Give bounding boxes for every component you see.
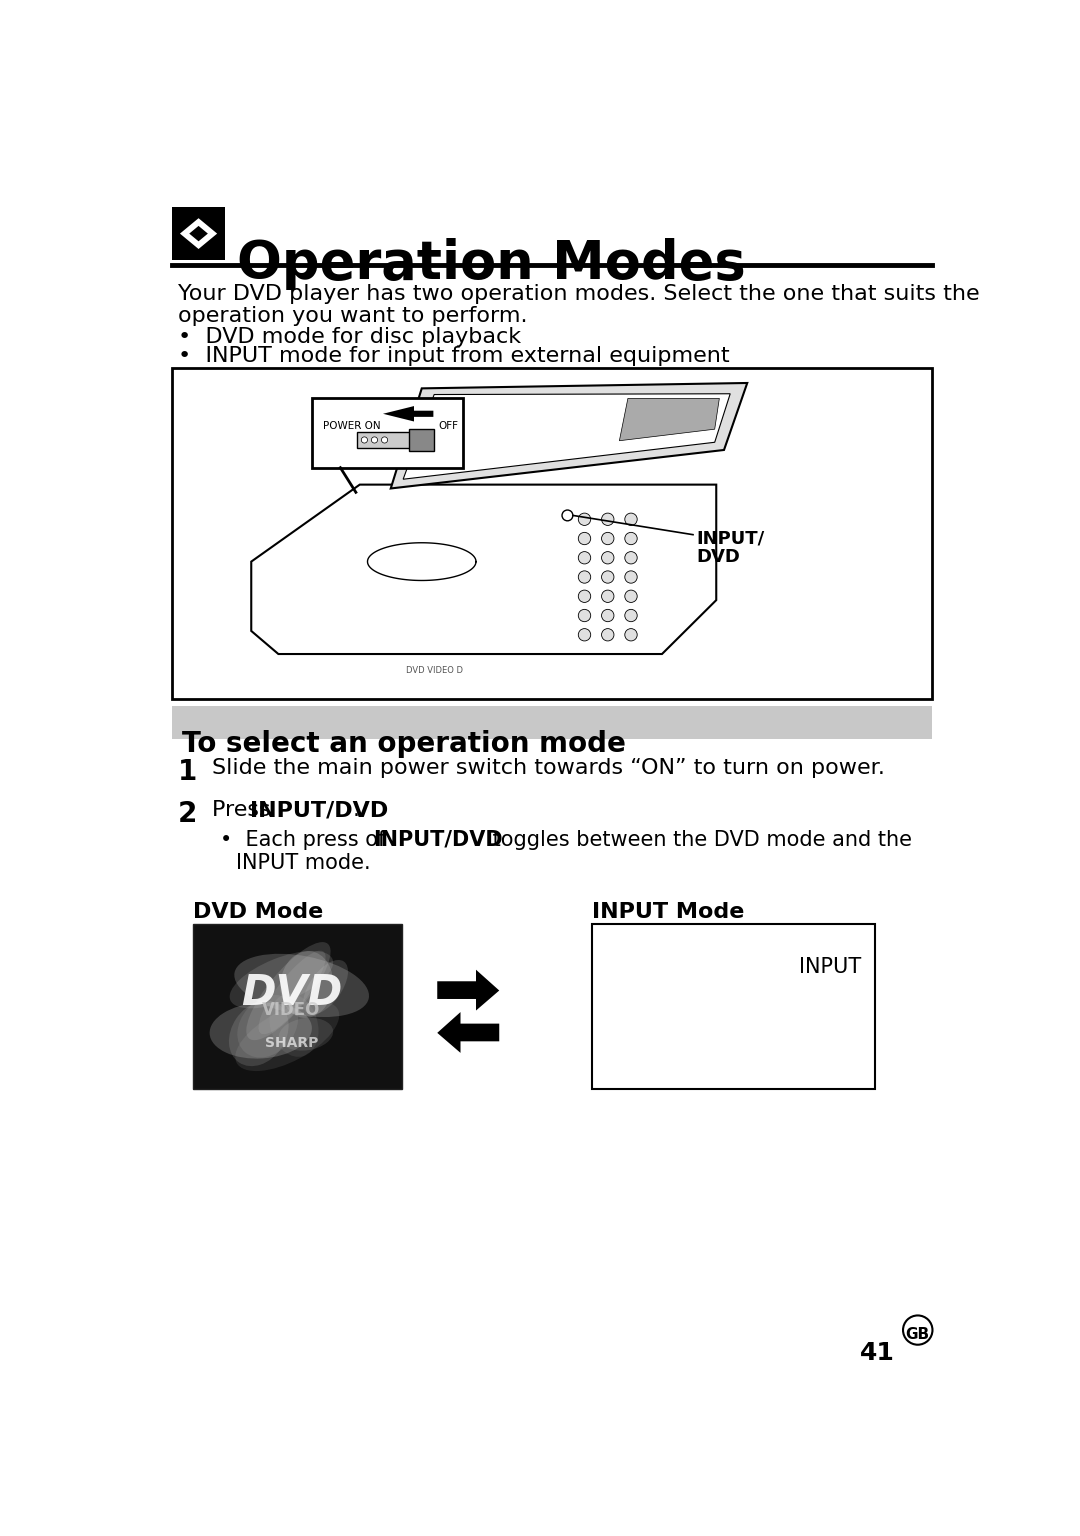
Circle shape: [625, 513, 637, 525]
Text: Operation Modes: Operation Modes: [238, 238, 746, 290]
Bar: [193, 923, 403, 1089]
Bar: [408, 429, 434, 450]
Circle shape: [625, 533, 637, 545]
Polygon shape: [383, 406, 433, 421]
Circle shape: [578, 551, 591, 564]
Ellipse shape: [246, 942, 330, 1040]
Ellipse shape: [270, 994, 319, 1057]
Text: toggles between the DVD mode and the: toggles between the DVD mode and the: [486, 829, 913, 849]
Text: INPUT mode.: INPUT mode.: [235, 852, 370, 872]
Text: 2: 2: [177, 800, 197, 828]
Text: INPUT/DVD: INPUT/DVD: [251, 800, 389, 820]
Circle shape: [602, 551, 613, 564]
Circle shape: [625, 571, 637, 584]
Bar: [172, 367, 932, 699]
Bar: [312, 398, 463, 467]
Polygon shape: [403, 393, 730, 479]
Text: INPUT/: INPUT/: [697, 530, 765, 547]
Text: VIDEO: VIDEO: [262, 1000, 321, 1018]
Circle shape: [903, 1315, 932, 1344]
Circle shape: [625, 610, 637, 622]
Ellipse shape: [279, 1018, 333, 1051]
Circle shape: [602, 533, 613, 545]
Text: INPUT: INPUT: [799, 957, 861, 977]
Circle shape: [362, 436, 367, 442]
Text: Your DVD player has two operation modes. Select the one that suits the: Your DVD player has two operation modes.…: [177, 284, 980, 304]
Ellipse shape: [281, 951, 333, 1018]
Circle shape: [602, 610, 613, 622]
Circle shape: [625, 551, 637, 564]
Bar: [356, 432, 433, 447]
Polygon shape: [437, 969, 499, 1011]
Text: INPUT/DVD: INPUT/DVD: [373, 829, 502, 849]
Text: DVD: DVD: [241, 972, 342, 1014]
Circle shape: [562, 510, 572, 521]
Ellipse shape: [230, 951, 333, 1008]
Text: DVD VIDEO D: DVD VIDEO D: [406, 665, 463, 674]
Polygon shape: [189, 226, 207, 241]
Bar: [592, 923, 875, 1089]
Text: •  DVD mode for disc playback: • DVD mode for disc playback: [177, 327, 521, 347]
Circle shape: [578, 610, 591, 622]
Text: SHARP: SHARP: [265, 1035, 319, 1049]
Circle shape: [625, 590, 637, 602]
Circle shape: [578, 513, 591, 525]
Text: OFF: OFF: [438, 421, 459, 430]
Text: operation you want to perform.: operation you want to perform.: [177, 306, 527, 326]
Circle shape: [602, 590, 613, 602]
Circle shape: [625, 628, 637, 641]
Text: INPUT Mode: INPUT Mode: [592, 902, 744, 922]
Polygon shape: [619, 398, 719, 441]
Ellipse shape: [258, 951, 325, 1034]
Circle shape: [602, 513, 613, 525]
Circle shape: [602, 628, 613, 641]
Bar: [172, 707, 932, 739]
Circle shape: [578, 590, 591, 602]
Polygon shape: [391, 382, 747, 488]
Text: •  INPUT mode for input from external equipment: • INPUT mode for input from external equ…: [177, 346, 729, 366]
Text: POWER ON: POWER ON: [323, 421, 381, 430]
Ellipse shape: [303, 960, 348, 1015]
Text: DVD: DVD: [697, 548, 741, 565]
Text: GB: GB: [906, 1327, 930, 1342]
Text: To select an operation mode: To select an operation mode: [181, 730, 625, 759]
Bar: [172, 207, 225, 260]
Circle shape: [578, 571, 591, 584]
Ellipse shape: [210, 1003, 312, 1058]
Circle shape: [578, 628, 591, 641]
Ellipse shape: [229, 1000, 288, 1066]
Text: Slide the main power switch towards “ON” to turn on power.: Slide the main power switch towards “ON”…: [213, 757, 886, 777]
Circle shape: [602, 571, 613, 584]
Ellipse shape: [234, 954, 369, 1017]
Text: 41: 41: [860, 1341, 894, 1366]
Text: DVD Mode: DVD Mode: [193, 902, 323, 922]
Text: 1: 1: [177, 757, 197, 786]
Text: Press: Press: [213, 800, 279, 820]
Circle shape: [578, 533, 591, 545]
Polygon shape: [252, 485, 716, 654]
Ellipse shape: [235, 1001, 339, 1071]
Text: .: .: [353, 800, 360, 820]
Polygon shape: [180, 218, 217, 249]
Ellipse shape: [238, 995, 298, 1057]
Circle shape: [381, 436, 388, 442]
Text: •  Each press of: • Each press of: [220, 829, 392, 849]
Circle shape: [372, 436, 378, 442]
Polygon shape: [437, 1012, 499, 1052]
